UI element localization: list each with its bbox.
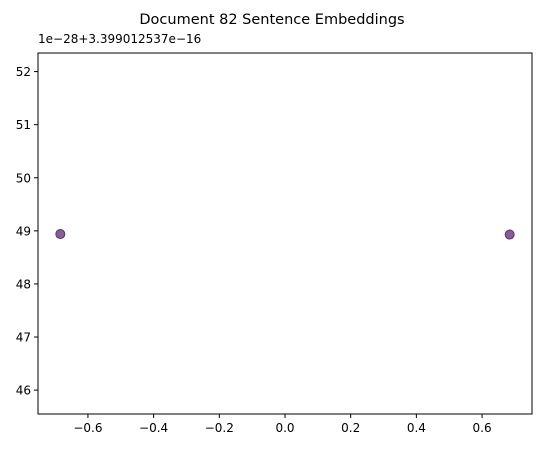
plot-area: [55, 229, 515, 240]
y-tick-label: 48: [16, 277, 31, 291]
x-tick-label: −0.2: [205, 421, 234, 435]
y-tick-label: 49: [16, 224, 31, 238]
x-tick-label: −0.4: [139, 421, 168, 435]
x-tick-label: 0.0: [275, 421, 294, 435]
chart-title: Document 82 Sentence Embeddings: [139, 12, 404, 28]
y-axis-offset-label: 1e−28+3.399012537e−16: [38, 32, 201, 46]
axes-frame: [37, 52, 533, 415]
y-tick-label: 52: [16, 65, 31, 79]
x-tick-label: −0.6: [73, 421, 102, 435]
scatter-point: [504, 229, 515, 240]
y-tick-label: 46: [16, 384, 31, 398]
scatter-point: [55, 229, 66, 240]
x-tick-label: 0.6: [473, 421, 492, 435]
x-tick-label: 0.2: [341, 421, 360, 435]
y-tick-label: 50: [16, 171, 31, 185]
x-tick-label: 0.4: [407, 421, 426, 435]
y-tick-label: 51: [16, 118, 31, 132]
y-tick-label: 47: [16, 331, 31, 345]
